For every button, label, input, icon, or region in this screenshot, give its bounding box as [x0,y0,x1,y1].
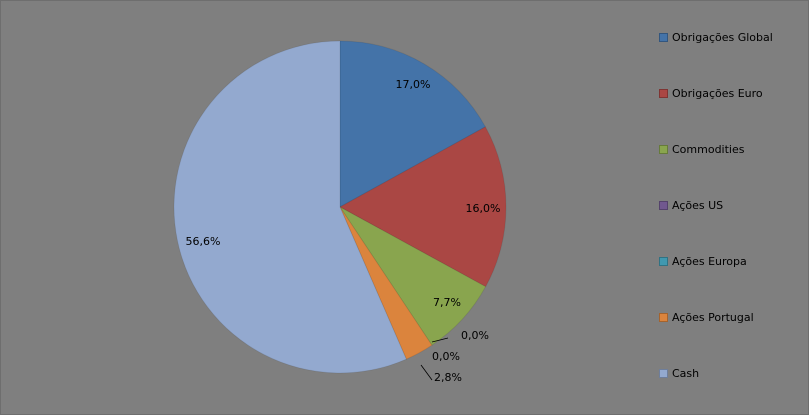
pie-slice-6 [173,40,408,374]
legend-swatch-1 [659,88,668,98]
legend-label-2: Commodities [672,142,745,156]
legend-swatch-5 [659,312,668,322]
legend-swatch-4 [659,256,668,266]
pie-slice-5 [339,206,433,360]
legend-label-3: Ações US [672,198,724,212]
legend-label-1: Obrigações Euro [672,86,763,100]
leader-line-3 [431,337,449,343]
legend-item-4: Ações Europa [659,254,747,268]
data-label-1: 16,0% [466,202,501,215]
data-label-5: 2,8% [434,371,462,384]
data-label-3: 0,0% [461,329,489,342]
legend-label-0: Obrigações Global [672,30,773,44]
legend-item-2: Commodities [659,142,744,156]
legend-swatch-3 [659,200,668,210]
legend-item-1: Obrigações Euro [659,86,763,100]
legend-item-6: Cash [659,366,699,380]
legend-item-0: Obrigações Global [659,30,773,44]
pie-slice-0 [339,40,487,208]
data-label-6: 56,6% [186,235,221,248]
legend-swatch-0 [659,32,668,42]
data-label-4: 0,0% [432,350,460,363]
data-label-2: 7,7% [433,296,461,309]
leader-line-5 [420,364,433,381]
legend-swatch-6 [659,368,668,378]
legend-label-6: Cash [672,366,700,380]
data-label-0: 17,0% [396,78,431,91]
legend-item-3: Ações US [659,198,723,212]
legend-label-5: Ações Portugal [672,310,754,324]
legend-item-5: Ações Portugal [659,310,754,324]
legend-swatch-2 [659,144,668,154]
pie-slice-1 [338,126,507,288]
legend-label-4: Ações Europa [672,254,747,268]
pie-slice-2 [339,206,487,346]
